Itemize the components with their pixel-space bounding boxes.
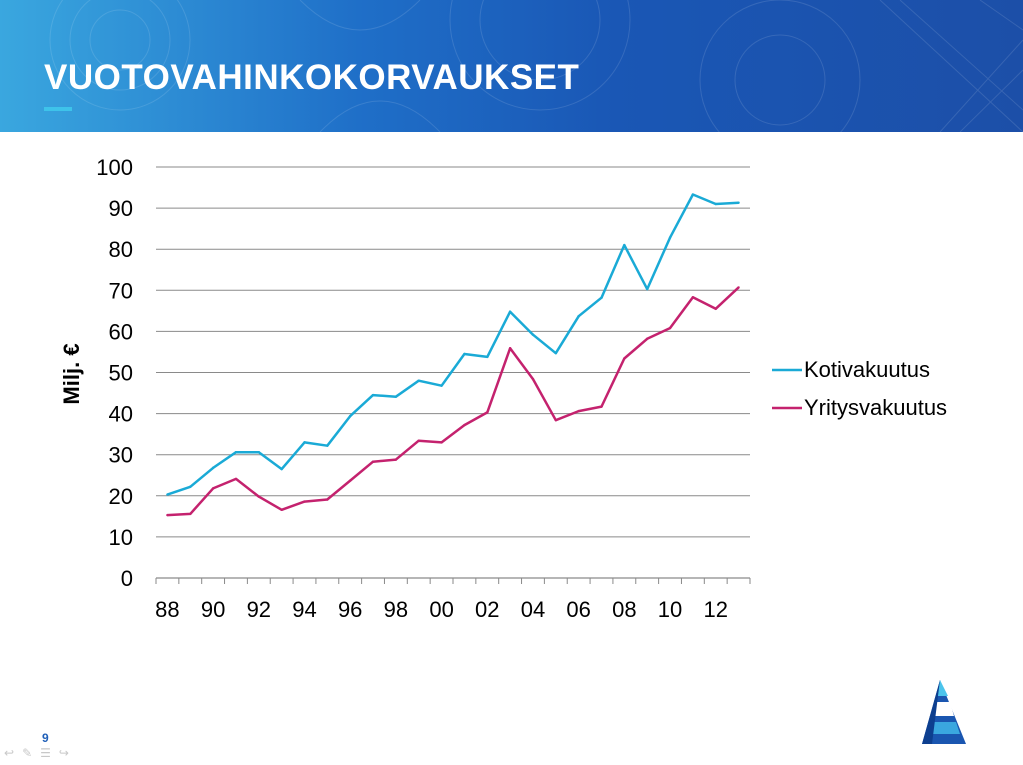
slide-navigation: ↩ ✎ ☰ ↪	[4, 746, 69, 760]
y-tick-label: 100	[96, 155, 133, 180]
data-point-kotivakuutus	[371, 393, 375, 397]
legend-label-yritysvakuutus: Yritysvakuutus	[804, 395, 947, 420]
x-tick-label: 90	[201, 597, 225, 622]
data-point-kotivakuutus	[486, 355, 489, 359]
x-tick-label: 94	[292, 597, 316, 622]
title-underline	[44, 107, 72, 111]
pen-icon[interactable]: ✎	[22, 746, 33, 760]
data-point-yritysvakuutus	[554, 418, 558, 422]
data-point-kotivakuutus	[348, 414, 352, 418]
y-tick-label: 20	[109, 484, 133, 509]
y-tick-label: 0	[121, 566, 133, 591]
data-point-kotivakuutus	[668, 236, 672, 239]
y-tick-label: 90	[109, 196, 133, 221]
y-tick-label: 70	[109, 278, 133, 303]
data-point-yritysvakuutus	[577, 409, 580, 413]
data-point-kotivakuutus	[303, 441, 306, 444]
data-point-kotivakuutus	[189, 485, 192, 488]
header-pattern	[49, 0, 1023, 132]
data-point-kotivakuutus	[554, 351, 558, 355]
menu-icon[interactable]: ☰	[40, 746, 51, 760]
x-tick-label: 92	[247, 597, 271, 622]
data-point-yritysvakuutus	[463, 423, 466, 427]
data-point-kotivakuutus	[645, 287, 649, 291]
data-point-yritysvakuutus	[371, 460, 375, 463]
data-point-kotivakuutus	[394, 395, 398, 398]
data-point-kotivakuutus	[623, 243, 626, 247]
data-point-yritysvakuutus	[257, 495, 261, 498]
data-point-yritysvakuutus	[417, 439, 420, 442]
data-point-kotivakuutus	[234, 451, 238, 454]
x-tick-label: 88	[155, 597, 179, 622]
slide-header: VUOTOVAHINKOKORVAUKSET	[0, 0, 1023, 132]
data-point-kotivakuutus	[326, 444, 329, 447]
data-point-kotivakuutus	[280, 467, 283, 471]
data-point-yritysvakuutus	[531, 377, 535, 381]
data-point-kotivakuutus	[440, 384, 443, 387]
page-number: 9	[42, 731, 49, 745]
x-tick-label: 10	[658, 597, 682, 622]
slide-title: VUOTOVAHINKOKORVAUKSET	[44, 58, 580, 97]
x-tick-label: 06	[566, 597, 590, 622]
y-tick-label: 30	[109, 443, 133, 468]
x-tick-label: 00	[429, 597, 453, 622]
data-point-yritysvakuutus	[691, 296, 695, 299]
data-point-kotivakuutus	[463, 352, 466, 356]
x-tick-label: 96	[338, 597, 362, 622]
data-point-yritysvakuutus	[714, 307, 717, 310]
data-point-yritysvakuutus	[280, 508, 283, 511]
chart-legend: Kotivakuutus Yritysvakuutus	[772, 357, 947, 420]
series-line-kotivakuutus	[166, 193, 739, 496]
data-point-kotivakuutus	[577, 314, 580, 318]
chart-axes	[155, 577, 751, 584]
data-point-yritysvakuutus	[394, 458, 398, 461]
data-point-kotivakuutus	[714, 202, 717, 206]
data-point-yritysvakuutus	[737, 286, 740, 289]
data-point-yritysvakuutus	[623, 357, 626, 360]
x-tick-label: 08	[612, 597, 636, 622]
arrow-left-icon[interactable]: ↩	[4, 746, 15, 760]
data-point-yritysvakuutus	[166, 513, 169, 517]
arrow-right-icon[interactable]: ↪	[58, 746, 69, 760]
data-point-kotivakuutus	[531, 333, 535, 336]
chart-series	[166, 193, 740, 517]
data-point-yritysvakuutus	[600, 405, 603, 408]
series-line-yritysvakuutus	[167, 286, 740, 517]
x-tick-label: 12	[703, 597, 727, 622]
data-point-yritysvakuutus	[486, 411, 489, 414]
x-tick-labels: 88 90 92 94 96 98 00 02 04 06 08 10 12	[155, 597, 728, 622]
data-point-kotivakuutus	[737, 201, 740, 204]
data-point-kotivakuutus	[508, 310, 512, 313]
data-point-kotivakuutus	[600, 296, 603, 299]
data-point-kotivakuutus	[691, 193, 695, 196]
chart-gridlines	[156, 166, 750, 538]
x-tick-label: 04	[521, 597, 545, 622]
data-point-kotivakuutus	[166, 493, 169, 496]
data-point-yritysvakuutus	[189, 512, 192, 516]
data-point-kotivakuutus	[211, 466, 215, 470]
data-point-yritysvakuutus	[645, 337, 649, 340]
data-point-yritysvakuutus	[211, 487, 215, 490]
data-point-yritysvakuutus	[234, 477, 238, 481]
data-point-yritysvakuutus	[668, 326, 672, 330]
data-point-yritysvakuutus	[348, 479, 352, 482]
data-point-yritysvakuutus	[303, 500, 306, 503]
data-point-kotivakuutus	[257, 451, 261, 454]
data-point-yritysvakuutus	[440, 441, 443, 444]
y-axis-label: Milj. €	[59, 343, 84, 404]
pyramid-logo-icon	[922, 680, 966, 744]
y-tick-label: 40	[109, 402, 133, 427]
legend-label-kotivakuutus: Kotivakuutus	[804, 357, 930, 382]
y-tick-label: 60	[109, 319, 133, 344]
x-tick-label: 98	[384, 597, 408, 622]
x-tick-label: 02	[475, 597, 499, 622]
y-tick-labels: 0 10 20 30 40 50 60 70 80 90 100	[96, 155, 133, 591]
y-tick-label: 10	[109, 525, 133, 550]
y-tick-label: 50	[109, 361, 133, 386]
data-point-kotivakuutus	[417, 379, 420, 382]
data-point-yritysvakuutus	[326, 498, 329, 501]
data-point-yritysvakuutus	[508, 347, 512, 350]
y-tick-label: 80	[109, 237, 133, 262]
